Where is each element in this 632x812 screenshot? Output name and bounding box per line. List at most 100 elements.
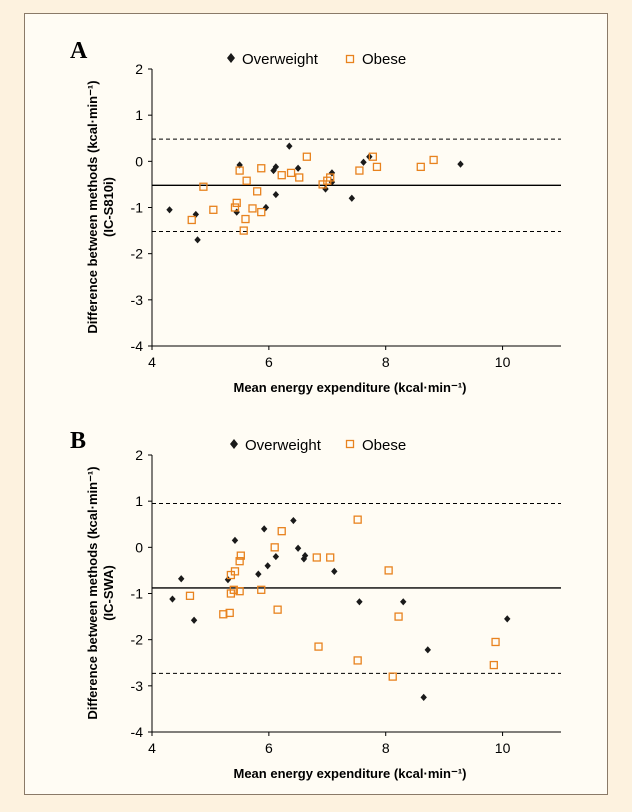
x-tick-label: 6 xyxy=(265,740,273,756)
obese-point xyxy=(230,567,240,576)
obese-point xyxy=(257,164,266,173)
obese-point xyxy=(241,214,250,224)
obese-point xyxy=(253,187,262,196)
y-tick-label: -3 xyxy=(131,292,144,308)
legend-obese-marker xyxy=(345,54,355,64)
overweight-point xyxy=(286,142,293,150)
obese-point xyxy=(355,166,364,175)
y-tick-label: 2 xyxy=(135,447,143,463)
legend-b: Overweight Obese xyxy=(230,437,406,454)
y-tick-label: -1 xyxy=(131,586,144,602)
obese-point xyxy=(368,152,378,161)
obese-point xyxy=(277,527,286,536)
x-axis-title-b: Mean energy expenditure (kcal·min⁻¹) xyxy=(234,766,467,781)
overweight-point xyxy=(504,615,511,623)
overweight-point xyxy=(260,525,268,533)
obese-point xyxy=(353,515,362,524)
obese-point xyxy=(235,587,244,596)
legend-obese-label: Obese xyxy=(362,437,406,454)
overweight-point xyxy=(194,236,201,244)
panel-label-b: B xyxy=(70,428,86,454)
obese-point xyxy=(232,198,241,208)
chart-panel-b: B Overweight Obese 210-1-2-3-44 6 8 10 Mean… xyxy=(70,428,561,781)
obese-point xyxy=(277,171,286,180)
obese-point xyxy=(429,155,438,165)
overweight-point xyxy=(272,163,280,171)
obese-point xyxy=(273,605,282,614)
overweight-point xyxy=(236,161,243,169)
overweight-point xyxy=(290,516,297,525)
legend-overweight-label: Overweight xyxy=(245,437,322,454)
obese-point xyxy=(248,204,257,213)
x-axis-title-a: Mean energy expenditure (kcal·min⁻¹) xyxy=(234,380,467,395)
y-tick-label: -2 xyxy=(131,632,144,648)
overweight-point xyxy=(255,570,262,578)
overweight-point xyxy=(457,160,464,168)
panel-label-a: A xyxy=(70,38,88,64)
obese-point xyxy=(394,612,403,621)
y-tick-label: -3 xyxy=(131,678,144,694)
y-axis-title-a: Difference between methods (kcal·min⁻¹) xyxy=(85,80,100,333)
x-tick-label: 8 xyxy=(382,354,390,370)
overweight-point xyxy=(224,576,232,584)
obese-point xyxy=(209,205,218,214)
overweight-point xyxy=(331,567,338,575)
obese-point xyxy=(229,585,238,594)
obese-point xyxy=(312,553,321,562)
overweight-point xyxy=(272,190,280,199)
obese-point xyxy=(270,543,279,552)
obese-point xyxy=(489,660,498,670)
legend-overweight-label: Overweight xyxy=(242,51,319,68)
overweight-point xyxy=(301,552,309,560)
obese-point xyxy=(235,557,244,566)
legend-overweight-marker xyxy=(230,439,238,449)
y-tick-label: -2 xyxy=(131,246,144,262)
y-tick-label: -4 xyxy=(131,724,144,740)
obese-point xyxy=(235,166,244,175)
x-tick-label: 4 xyxy=(148,354,156,370)
obese-point xyxy=(225,608,234,618)
obese-point xyxy=(230,203,240,212)
legend-obese-label: Obese xyxy=(362,51,406,68)
obese-point xyxy=(185,591,195,600)
overweight-point xyxy=(178,575,185,583)
y-tick-label: 0 xyxy=(135,153,143,169)
overweight-point xyxy=(294,164,302,172)
overweight-point xyxy=(231,536,239,545)
x-tick-label: 8 xyxy=(382,740,390,756)
plot-area-b: 210-1-2-3-44 6 8 10 xyxy=(131,447,561,756)
chart-panel-a: A Overweight Obese 210-1-2-3-44 6 8 10 Mean… xyxy=(70,38,561,395)
x-tick-label: 6 xyxy=(265,354,273,370)
obese-point xyxy=(257,207,266,217)
obese-point xyxy=(236,551,245,560)
obese-point xyxy=(295,173,304,182)
overweight-point xyxy=(262,203,270,212)
obese-point xyxy=(491,637,500,647)
obese-point xyxy=(416,162,425,172)
y-tick-label: 1 xyxy=(135,493,143,509)
y-tick-label: -1 xyxy=(131,200,144,216)
y-axis-subtitle-a: (IC-S810i) xyxy=(101,177,116,237)
overweight-point xyxy=(264,562,271,570)
y-axis-title-b: Difference between methods (kcal·min⁻¹) xyxy=(85,466,100,719)
obese-point xyxy=(187,215,196,225)
y-axis-subtitle-b: (IC-SWA) xyxy=(101,565,116,621)
obese-point xyxy=(353,656,362,665)
y-tick-label: 1 xyxy=(135,107,143,123)
obese-point xyxy=(372,162,382,172)
y-tick-label: 2 xyxy=(135,61,143,77)
obese-point xyxy=(242,176,251,185)
obese-point xyxy=(314,642,323,651)
obese-point xyxy=(239,226,248,235)
plot-area-a: 210-1-2-3-44 6 8 10 xyxy=(131,61,561,370)
legend-a: Overweight Obese xyxy=(227,51,406,68)
overweight-point xyxy=(272,552,280,561)
x-tick-label: 10 xyxy=(495,740,511,756)
x-tick-label: 4 xyxy=(148,740,156,756)
legend-overweight-marker xyxy=(227,53,235,63)
overweight-point xyxy=(356,598,363,606)
y-tick-label: 0 xyxy=(135,539,143,555)
obese-point xyxy=(286,168,296,178)
obese-point xyxy=(302,152,311,161)
